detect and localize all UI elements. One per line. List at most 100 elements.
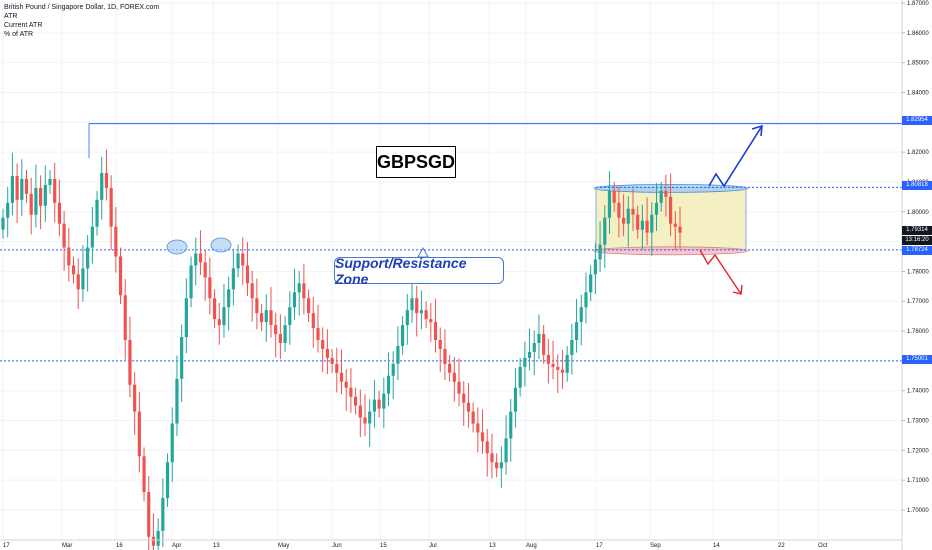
candle-body <box>480 432 485 442</box>
breakdown-arrow <box>699 249 742 295</box>
candle-body <box>100 172 104 200</box>
candle-body <box>565 354 569 373</box>
y-tick-label: 1.72000 <box>907 448 929 454</box>
candle-body <box>311 313 315 329</box>
candle-body <box>264 310 268 323</box>
candle-body <box>424 310 428 320</box>
candle-body <box>523 357 527 367</box>
candle-body <box>490 453 494 463</box>
candle-body <box>574 322 579 341</box>
y-tick-label: 1.84000 <box>907 90 929 96</box>
candle-body <box>509 411 513 439</box>
candle-body <box>15 175 19 200</box>
x-tick-label: 13 <box>213 543 220 549</box>
candle-body <box>603 217 607 245</box>
candle-body <box>335 363 339 373</box>
candle-body <box>452 372 456 382</box>
x-tick-label: May <box>278 543 289 549</box>
candle-body <box>217 319 221 326</box>
candle-body <box>640 220 644 230</box>
candle-body <box>236 253 240 269</box>
candle-body <box>382 393 386 409</box>
candle-body <box>24 178 29 194</box>
x-tick-label: 22 <box>778 543 785 549</box>
candle-body <box>645 220 649 233</box>
candle-body <box>495 462 499 469</box>
candle-body <box>457 381 461 394</box>
candle-body <box>43 184 47 206</box>
candle-body <box>231 268 235 290</box>
candle-body <box>325 348 329 358</box>
candle-body <box>161 498 165 531</box>
candle-body <box>391 363 395 376</box>
candle-body <box>396 345 400 364</box>
candle-body <box>306 298 311 314</box>
x-tick-label: Apr <box>172 543 181 549</box>
y-tick-label: 1.71000 <box>907 478 929 484</box>
candle-body <box>71 265 76 275</box>
candle-body <box>433 322 438 341</box>
candle-body <box>133 384 137 412</box>
candle-body <box>570 340 574 355</box>
candle-body <box>678 226 682 233</box>
candle-body <box>165 462 170 499</box>
candle-body <box>81 268 85 290</box>
candle-body <box>330 357 334 364</box>
price-tag-zone-bottom: 1.78724 <box>902 246 932 255</box>
candle-body <box>29 193 33 215</box>
candle-body <box>354 396 358 406</box>
candle-body <box>288 307 292 326</box>
candle-body <box>180 337 184 379</box>
y-tick-label: 1.78000 <box>907 269 929 275</box>
candle-body <box>443 348 447 364</box>
x-tick-label: 15 <box>380 543 387 549</box>
candle-body <box>401 325 405 346</box>
candle-body <box>527 351 532 358</box>
candle-body <box>156 530 160 546</box>
chart-title-box: GBPSGD <box>376 146 456 178</box>
annotation-marks <box>166 124 763 295</box>
candle-body <box>650 214 654 233</box>
x-tick-label: Jul <box>429 543 437 549</box>
candle-body <box>344 381 348 388</box>
candle-body <box>67 247 71 266</box>
candle-body <box>339 372 344 382</box>
candle-body <box>62 223 66 248</box>
x-tick-label: Oct <box>818 543 828 549</box>
candle-body <box>316 328 320 341</box>
price-axis[interactable]: 1.870001.860001.850001.840001.830001.820… <box>901 0 929 550</box>
candle-body <box>255 298 259 314</box>
candle-body <box>419 310 424 314</box>
candle-body <box>194 253 198 266</box>
candle-body <box>429 319 433 323</box>
candle-body <box>612 190 616 203</box>
candle-body <box>363 417 367 424</box>
candle-body <box>302 283 306 299</box>
indicator-atr: ATR <box>4 13 18 20</box>
candle-body <box>114 226 118 257</box>
candle-body <box>654 202 659 215</box>
candle-body <box>53 178 57 203</box>
candle-body <box>86 247 90 269</box>
candle-body <box>269 310 273 326</box>
y-tick-label: 1.73000 <box>907 419 929 425</box>
symbol-line: British Pound / Singapore Dollar, 1D, FO… <box>4 4 160 11</box>
candle-body <box>579 307 583 323</box>
candle-body <box>537 334 541 343</box>
time-axis[interactable]: 17 Mar 16 Apr 13 May Jun 15 Jul 13 Aug 17 Sep 14 22 Oct <box>0 539 902 549</box>
candle-body <box>274 325 278 335</box>
candle-body <box>34 187 38 215</box>
candle-body <box>283 325 287 343</box>
price-tag-zone-top: 1.80818 <box>902 181 932 190</box>
y-tick-label: 1.77000 <box>907 299 929 305</box>
candle-body <box>377 399 381 409</box>
candle-body <box>668 196 673 224</box>
price-tag-last: 1.79314 <box>902 226 932 235</box>
candle-body <box>659 190 663 203</box>
y-tick-label: 1.80000 <box>907 210 929 216</box>
candle-body <box>499 462 503 469</box>
candle-body <box>448 363 452 373</box>
candle-body <box>259 313 264 323</box>
candle-body <box>358 405 362 418</box>
